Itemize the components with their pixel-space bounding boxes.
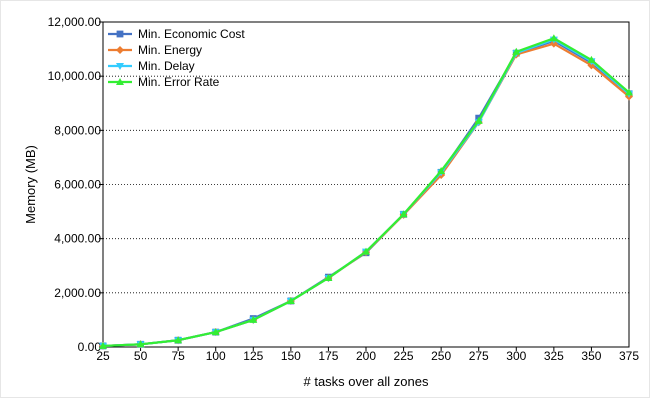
data-point: [437, 166, 446, 174]
x-tick-label: 225: [394, 349, 414, 363]
data-point: [99, 341, 107, 349]
data-point: [324, 273, 333, 281]
x-tick-label: 275: [469, 349, 489, 363]
legend-label: Min. Economic Cost: [138, 27, 245, 41]
legend-label: Min. Energy: [138, 43, 202, 57]
data-point: [211, 328, 220, 336]
y-axis-label: Memory (MB): [23, 145, 38, 224]
data-point: [399, 210, 408, 218]
y-tick-label: 10,000.00: [48, 69, 102, 83]
data-point: [362, 247, 370, 255]
x-tick-label: 175: [318, 349, 338, 363]
data-point: [587, 55, 596, 63]
data-point: [174, 336, 183, 344]
legend-entry: Min. Energy: [108, 43, 202, 57]
x-tick-label: 125: [243, 349, 263, 363]
data-point: [474, 116, 483, 124]
x-tick-label: 350: [581, 349, 601, 363]
data-point: [512, 47, 521, 55]
y-tick-label: 12,000.00: [48, 15, 102, 29]
data-point: [116, 63, 124, 70]
x-tick-label: 150: [281, 349, 301, 363]
legend-label: Min. Delay: [138, 59, 195, 73]
x-tick-label: 200: [356, 349, 376, 363]
series-line: [102, 42, 630, 348]
x-tick-label: 325: [544, 349, 564, 363]
data-point: [587, 61, 596, 70]
data-point: [625, 88, 633, 96]
series-layer: [99, 34, 633, 350]
x-tick-label: 300: [506, 349, 526, 363]
legend-entry: Min. Error Rate: [108, 75, 220, 89]
data-point: [116, 78, 124, 85]
data-point: [249, 315, 258, 323]
x-axis-ticks: 25 50 75 100 125 150 175 200 225 250 275 300 325 350 3…: [96, 347, 639, 363]
data-point: [136, 340, 145, 348]
data-point: [286, 296, 295, 304]
legend-entry: Min. Delay: [108, 59, 195, 73]
legend-label: Min. Error Rate: [138, 75, 220, 89]
y-tick-label: 4,000.00: [54, 232, 101, 246]
x-tick-label: 100: [206, 349, 226, 363]
y-axis-ticks: 0.00 2,000.00 4,000.00 6,000.00 8,000.00 10,0…: [48, 15, 103, 354]
x-tick-label: 75: [171, 349, 185, 363]
legend-entry: Min. Economic Cost: [108, 27, 245, 41]
x-tick-label: 50: [134, 349, 148, 363]
y-tick-label: 8,000.00: [54, 123, 101, 137]
y-tick-label: 0.00: [78, 340, 102, 354]
x-tick-label: 25: [96, 349, 110, 363]
series-min-error-rate: [99, 34, 633, 349]
data-point: [549, 34, 558, 42]
y-tick-label: 2,000.00: [54, 286, 101, 300]
x-tick-label: 375: [619, 349, 639, 363]
gridlines: [103, 75, 629, 294]
legend: Min. Economic Cost Min. Energy Min. Delay M…: [108, 27, 245, 89]
data-point: [116, 30, 124, 38]
data-point: [116, 46, 124, 54]
y-tick-label: 6,000.00: [54, 178, 101, 192]
x-axis-label: # tasks over all zones: [303, 374, 429, 389]
x-tick-label: 250: [431, 349, 451, 363]
